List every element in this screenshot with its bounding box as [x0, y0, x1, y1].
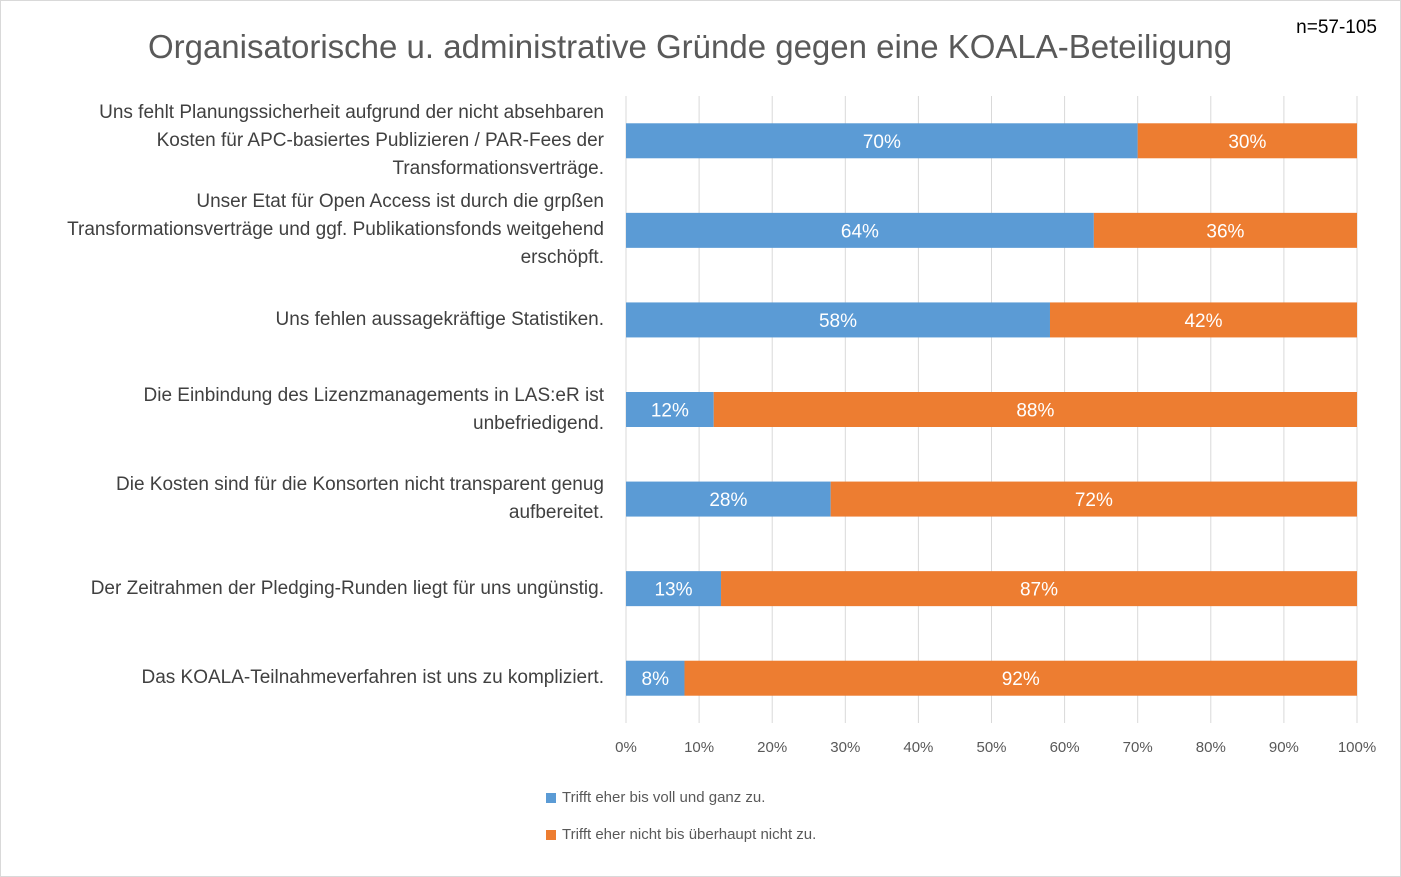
legend-swatch-disagree — [546, 829, 556, 840]
bar-data-label: 8% — [642, 669, 670, 690]
bar-disagree — [684, 660, 1357, 696]
category-label-line: Transformationsverträge. — [392, 157, 604, 179]
category-label-line: Uns fehlt Planungssicherheit aufgrund de… — [99, 101, 604, 123]
category-label-line: Der Zeitrahmen der Pledging-Runden liegt… — [90, 577, 604, 599]
category-label-line: Kosten für APC-basiertes Publizieren / P… — [156, 129, 604, 151]
bar-data-label: 92% — [1002, 669, 1040, 690]
bar-data-label: 30% — [1228, 132, 1266, 153]
legend-label-disagree: Trifft eher nicht bis überhaupt nicht zu… — [562, 826, 817, 843]
bar-agree — [626, 212, 1094, 248]
bar-data-label: 12% — [651, 401, 689, 422]
x-tick-label: 0% — [615, 739, 637, 756]
legend-label-agree: Trifft eher bis voll und ganz zu. — [562, 789, 766, 806]
category-label-line: Das KOALA-Teilnahmeverfahren ist uns zu … — [141, 667, 604, 689]
bar-data-label: 36% — [1206, 221, 1244, 242]
legend-item-disagree: Trifft eher nicht bis überhaupt nicht zu… — [546, 826, 816, 843]
category-label: Die Einbindung des Lizenzmanagements in … — [14, 382, 605, 438]
bar-disagree — [830, 481, 1357, 517]
x-tick-label: 70% — [1123, 739, 1153, 756]
x-tick-label: 40% — [903, 739, 933, 756]
bar-data-label: 28% — [709, 490, 747, 511]
category-label: Unser Etat für Open Access ist durch die… — [14, 188, 604, 272]
bar-agree — [626, 123, 1138, 159]
category-label-line: unbefriedigend. — [473, 412, 604, 434]
category-label: Uns fehlt Planungssicherheit aufgrund de… — [14, 99, 604, 183]
bar-data-label: 72% — [1075, 490, 1113, 511]
bar-data-label: 13% — [654, 580, 692, 601]
category-label-line: Unser Etat für Open Access ist durch die… — [196, 191, 604, 213]
bar-data-label: 87% — [1020, 580, 1058, 601]
category-label: Die Kosten sind für die Konsorten nicht … — [14, 471, 604, 527]
bar-agree — [626, 481, 831, 517]
x-tick-label: 100% — [1338, 739, 1376, 756]
bar-disagree — [721, 571, 1357, 607]
category-label: Der Zeitrahmen der Pledging-Runden liegt… — [14, 575, 604, 603]
bar-data-label: 64% — [841, 221, 879, 242]
bar-agree — [626, 571, 722, 607]
x-tick-label: 60% — [1050, 739, 1080, 756]
bar-disagree — [1049, 302, 1357, 338]
bar-data-label: 58% — [819, 311, 857, 332]
bar-agree — [626, 392, 714, 427]
bar-agree — [626, 302, 1050, 338]
category-label: Das KOALA-Teilnahmeverfahren ist uns zu … — [14, 664, 604, 692]
category-label-line: Uns fehlen aussagekräftige Statistiken. — [275, 308, 604, 330]
bar-disagree — [1093, 212, 1357, 248]
x-tick-label: 50% — [976, 739, 1006, 756]
legend-item-agree: Trifft eher bis voll und ganz zu. — [546, 789, 765, 806]
x-tick-label: 90% — [1269, 739, 1299, 756]
bar-agree — [626, 660, 685, 696]
x-tick-label: 80% — [1196, 739, 1226, 756]
category-label-line: erschöpft. — [520, 247, 604, 269]
bar-data-label: 70% — [863, 132, 901, 153]
category-label-line: aufbereitet. — [508, 502, 604, 524]
chart-title: Organisatorische u. administrative Gründ… — [147, 28, 1233, 65]
bar-disagree — [713, 392, 1357, 427]
category-label: Uns fehlen aussagekräftige Statistiken. — [14, 306, 604, 334]
sample-size-label: n=57-105 — [1296, 17, 1377, 38]
bar-data-label: 42% — [1184, 311, 1222, 332]
category-label-line: Transformationsverträge und ggf. Publika… — [67, 219, 604, 241]
bar-disagree — [1137, 123, 1357, 159]
x-tick-label: 10% — [684, 739, 714, 756]
category-label-line: Die Einbindung des Lizenzmanagements in … — [143, 384, 605, 406]
legend-swatch-agree — [546, 792, 556, 803]
category-label-line: Die Kosten sind für die Konsorten nicht … — [116, 474, 604, 496]
bar-data-label: 88% — [1016, 401, 1054, 422]
x-tick-label: 30% — [830, 739, 860, 756]
x-tick-label: 20% — [757, 739, 787, 756]
